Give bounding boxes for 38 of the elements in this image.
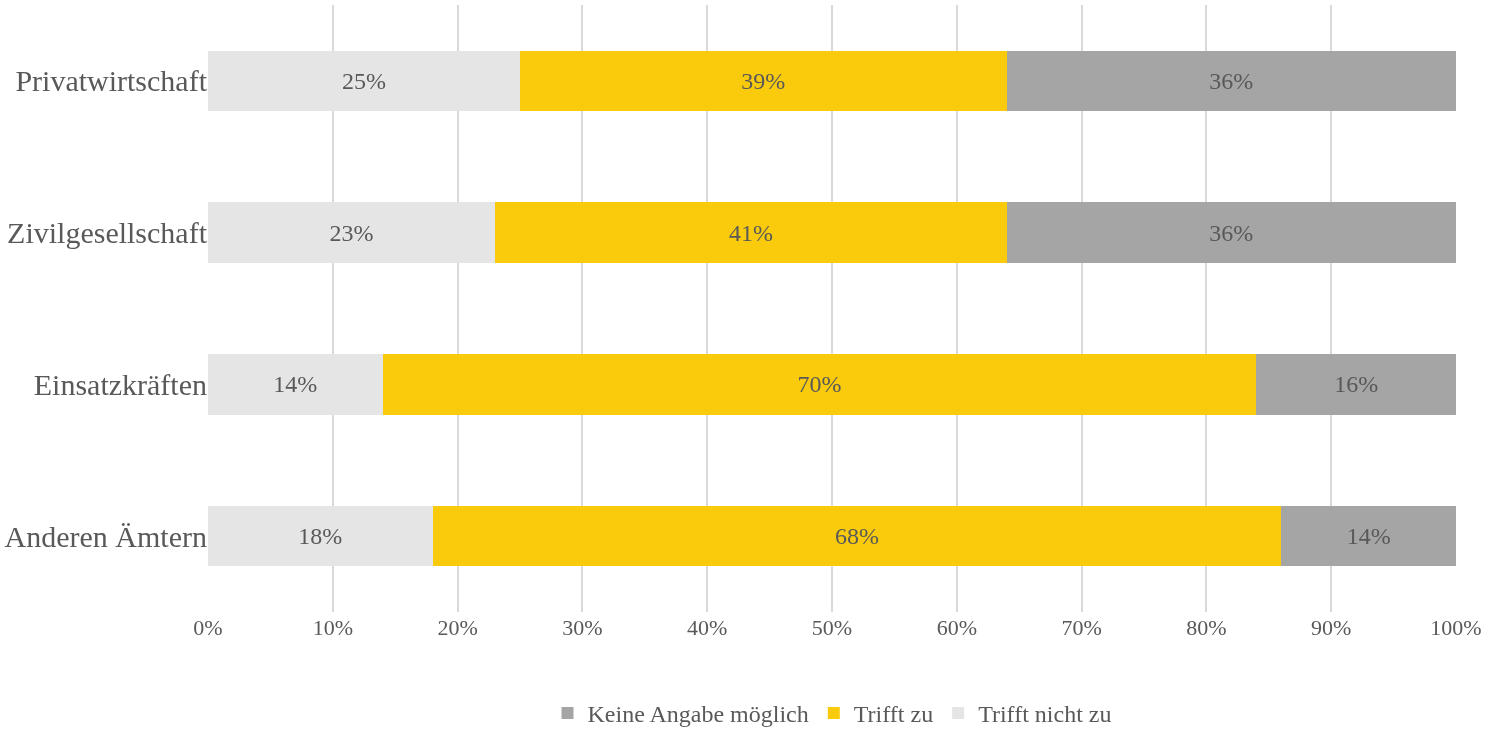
bar bbox=[1256, 354, 1456, 415]
x-tick-label: 100% bbox=[1430, 615, 1482, 640]
data-label: 70% bbox=[797, 371, 842, 398]
bar bbox=[520, 50, 1007, 112]
y-tick-label: Zivilgesellschaft bbox=[7, 216, 208, 250]
x-tick-label: 20% bbox=[437, 615, 478, 640]
data-label: 16% bbox=[1334, 371, 1379, 398]
bar bbox=[1281, 505, 1456, 567]
legend-label: Trifft zu bbox=[853, 701, 934, 728]
bar bbox=[432, 505, 1282, 567]
data-label: 36% bbox=[1209, 67, 1254, 94]
x-tick-label: 60% bbox=[936, 615, 977, 640]
data-label: 68% bbox=[834, 523, 879, 550]
x-tick-label: 70% bbox=[1061, 615, 1102, 640]
bar bbox=[495, 202, 1007, 263]
bar bbox=[382, 354, 1257, 415]
x-tick-label: 0% bbox=[193, 615, 223, 640]
bar bbox=[1006, 202, 1456, 263]
x-tick-label: 10% bbox=[312, 615, 353, 640]
legend-label: Keine Angabe möglich bbox=[587, 701, 809, 728]
x-tick-label: 30% bbox=[562, 615, 603, 640]
data-label: 25% bbox=[342, 67, 386, 94]
x-tick-label: 90% bbox=[1311, 615, 1352, 640]
x-tick-label: 50% bbox=[811, 615, 853, 640]
data-label: 39% bbox=[741, 67, 786, 94]
y-tick-label: Einsatzkräften bbox=[33, 367, 207, 401]
data-label: 36% bbox=[1209, 219, 1254, 246]
x-tick-label: 80% bbox=[1186, 615, 1227, 640]
data-label: 41% bbox=[728, 219, 773, 246]
data-label: 14% bbox=[273, 371, 318, 398]
x-tick-label: 40% bbox=[687, 615, 728, 640]
data-label: 14% bbox=[1346, 523, 1391, 550]
bar bbox=[1006, 50, 1456, 112]
legend-label: Trifft nicht zu bbox=[978, 701, 1112, 728]
y-tick-label: Anderen Ämtern bbox=[4, 519, 207, 553]
data-label: 18% bbox=[298, 523, 343, 550]
y-tick-label: Privatwirtschaft bbox=[15, 64, 208, 98]
data-label: 23% bbox=[329, 219, 374, 246]
